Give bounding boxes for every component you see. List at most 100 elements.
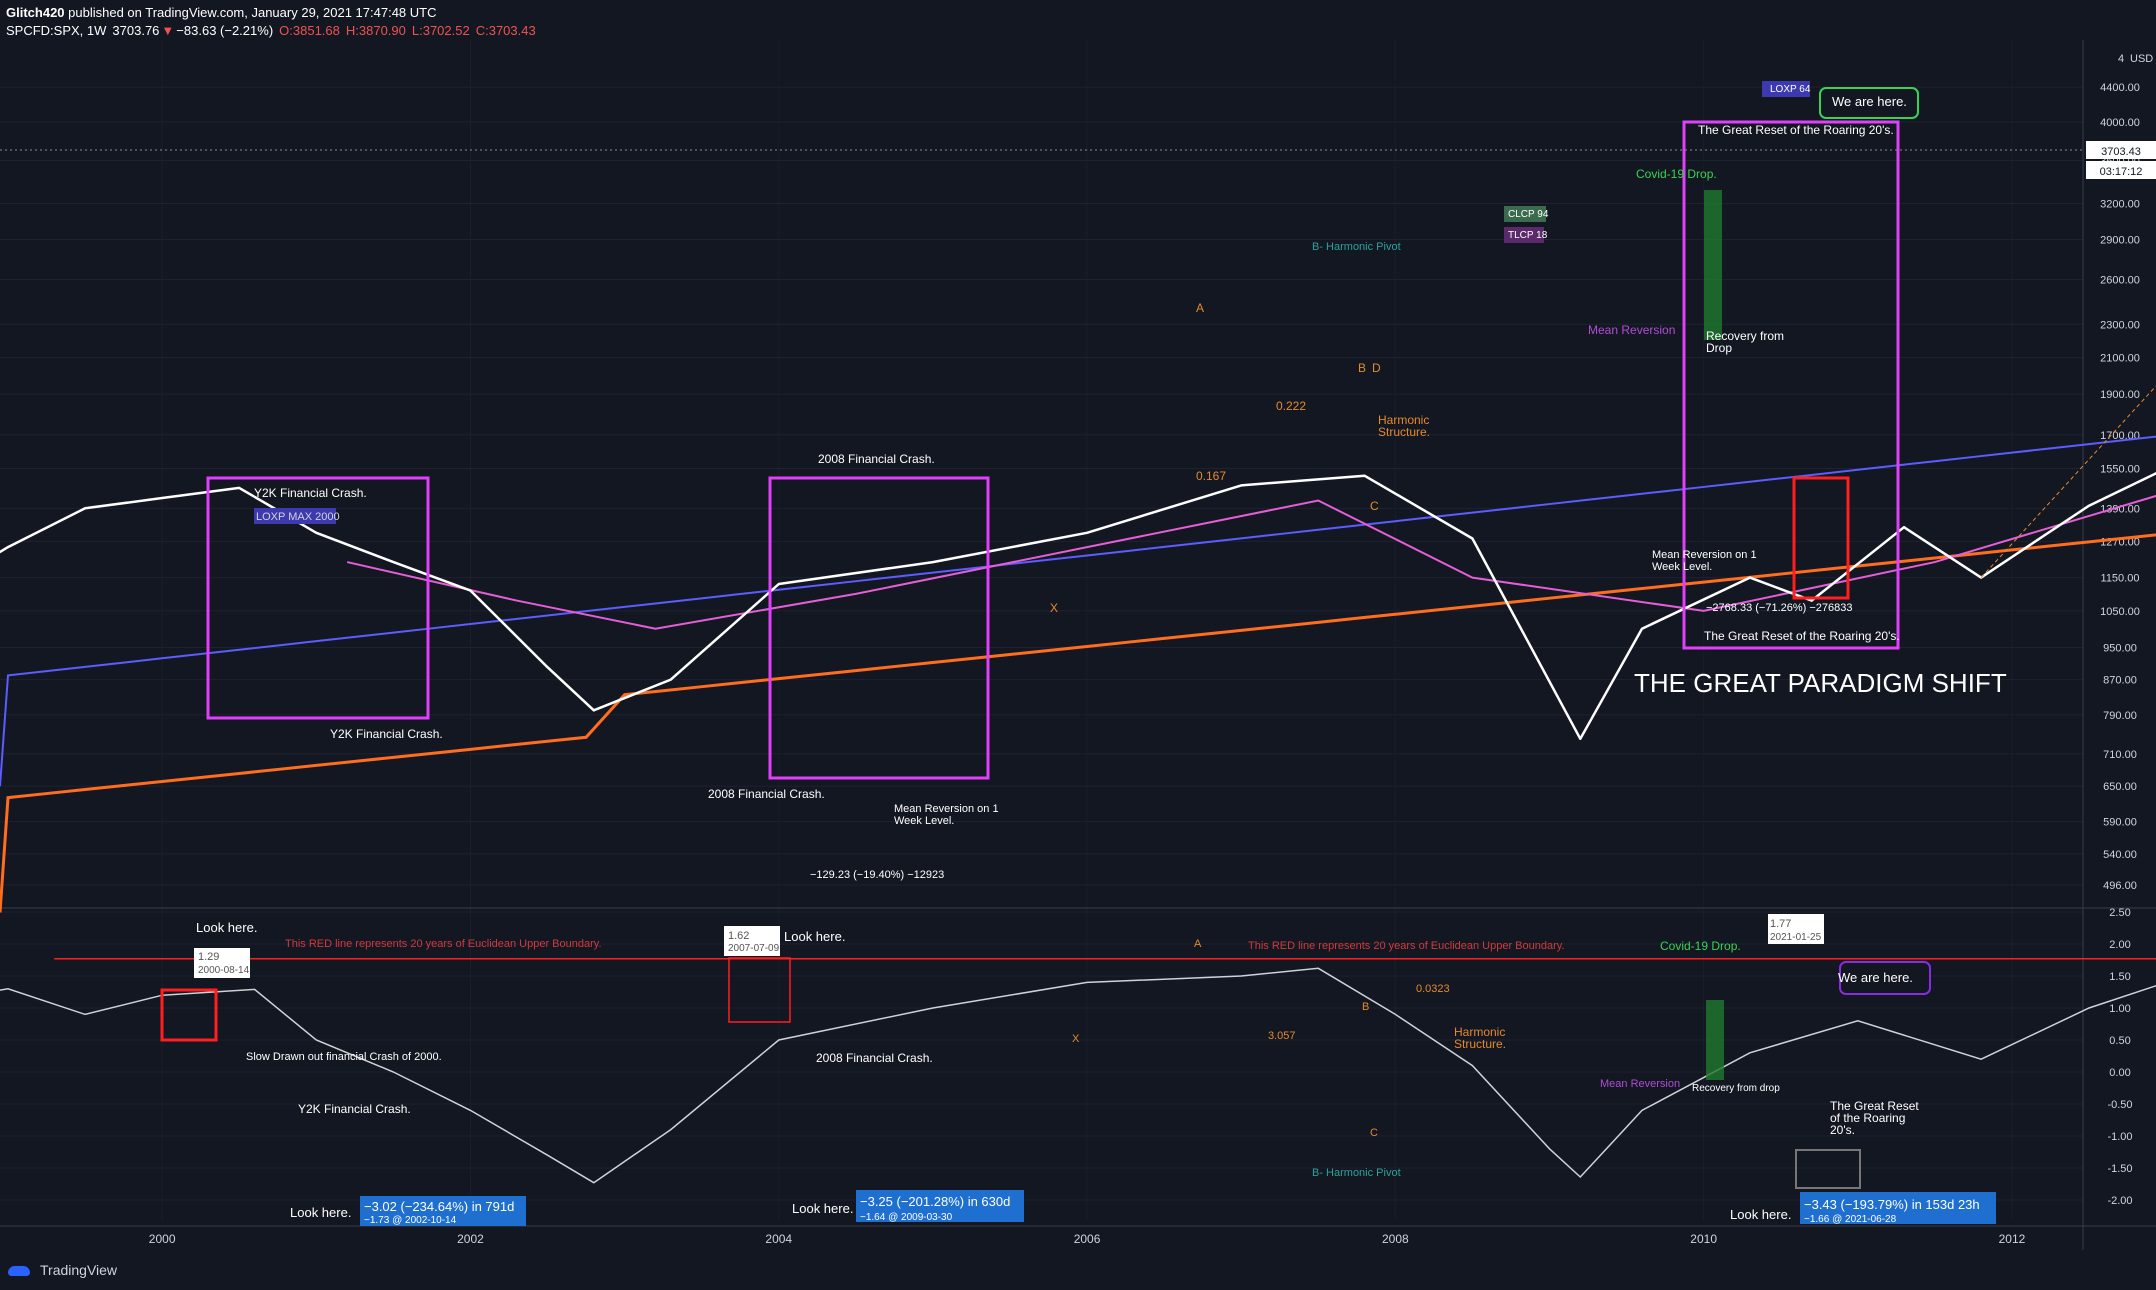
x-tick-label: 2010 <box>1690 1232 1717 1246</box>
main-annotation: A <box>1196 301 1204 315</box>
x-tick-label: 2004 <box>765 1232 792 1246</box>
osc-annotation: A <box>1194 938 1202 950</box>
osc-annotation: Covid-19 Drop. <box>1660 939 1741 953</box>
y-tick-label: 790.00 <box>2103 710 2137 722</box>
x-tick-label: 2002 <box>457 1232 484 1246</box>
osc-covid-drop-band <box>1706 1000 1724 1080</box>
main-annotation: The Great Reset of the Roaring 20's. <box>1698 123 1894 137</box>
y-tick-label: 650.00 <box>2103 781 2137 793</box>
osc-we-are-here-chip <box>1839 961 1931 995</box>
osc-value-chip-2 <box>724 926 780 956</box>
osc-stat-chip-1 <box>360 1196 526 1226</box>
osc-2000-box <box>160 988 218 1042</box>
orange-moving-average <box>0 533 2156 913</box>
x-tick-label: 2000 <box>149 1232 176 1246</box>
loxp-max-chip <box>254 508 336 524</box>
last-price: 3703.76 <box>112 23 160 38</box>
main-annotation: Harmonic <box>1378 413 1429 427</box>
osc-annotation: C <box>1370 1127 1378 1139</box>
osc-annotation: 2000-08-14 <box>198 965 250 976</box>
loxp-chip <box>1762 81 1810 97</box>
main-annotation: X <box>1050 601 1058 615</box>
osc-y-tick-label: 1.50 <box>2109 971 2130 983</box>
osc-annotation: The Great Reset <box>1830 1099 1919 1113</box>
footer: TradingView <box>8 1262 117 1278</box>
y-tick-label: 3200.00 <box>2100 199 2140 211</box>
main-annotation: B- Harmonic Pivot <box>1312 241 1401 253</box>
crash-2008-box <box>768 476 990 780</box>
brand-name[interactable]: TradingView <box>40 1262 118 1278</box>
osc-y-tick-label: 0.00 <box>2109 1067 2130 1079</box>
osc-annotation: −3.02 (−234.64%) in 791d <box>364 1199 514 1214</box>
currency-label: USD <box>2130 53 2153 65</box>
y-top-label: 4 <box>2118 53 2124 65</box>
osc-annotation: Slow Drawn out financial Crash of 2000. <box>246 1051 442 1063</box>
osc-value-chip-1 <box>194 948 250 978</box>
main-panel-bg <box>0 40 2083 908</box>
osc-annotation: 20's. <box>1830 1123 1855 1137</box>
main-annotation: Week Level. <box>894 815 954 827</box>
osc-annotation: 2008 Financial Crash. <box>816 1051 933 1065</box>
price-badge: 3703.43 <box>2101 146 2141 158</box>
osc-annotation: This RED line represents 20 years of Euc… <box>285 938 602 950</box>
main-annotation: 0.167 <box>1196 469 1226 483</box>
osc-stat-chip-3 <box>1800 1192 1996 1224</box>
osc-annotation: Look here. <box>290 1205 351 1220</box>
main-annotation: D <box>1372 361 1381 375</box>
main-annotation: Mean Reversion on 1 <box>894 803 999 815</box>
y-tick-label: 950.00 <box>2103 642 2137 654</box>
osc-y-tick-label: -1.00 <box>2107 1131 2132 1143</box>
x-tick-label: 2012 <box>1999 1232 2026 1246</box>
clcp-chip <box>1504 206 1546 222</box>
osc-annotation: Structure. <box>1454 1037 1506 1051</box>
published-text: published on TradingView.com, January 29… <box>68 5 437 20</box>
time-badge: 03:17:12 <box>2100 166 2143 178</box>
main-annotation: Y2K Financial Crash. <box>330 727 443 741</box>
projected-low-box <box>1792 476 1850 600</box>
osc-annotation: This RED line represents 20 years of Euc… <box>1248 940 1565 952</box>
author-name[interactable]: Glitch420 <box>6 5 65 20</box>
main-annotation: C <box>1370 499 1379 513</box>
main-annotation: THE GREAT PARADIGM SHIFT <box>1634 668 2007 698</box>
oscillator-line <box>0 967 2156 1184</box>
osc-2007-box <box>728 957 791 1023</box>
y-tick-label: 2100.00 <box>2100 353 2140 365</box>
y-tick-label: 4000.00 <box>2100 117 2140 129</box>
y-tick-label: 2600.00 <box>2100 274 2140 286</box>
mean-reversion-line <box>346 494 2156 630</box>
osc-annotation: 1.29 <box>198 951 219 963</box>
price-badge-bg <box>2086 141 2156 159</box>
down-arrow-icon: ▼ <box>161 23 175 38</box>
tradingview-logo-icon[interactable] <box>8 1262 34 1278</box>
osc-annotation: −3.43 (−193.79%) in 153d 23h <box>1804 1197 1980 1212</box>
osc-annotation: Harmonic <box>1454 1025 1505 1039</box>
y-tick-label: 1390.00 <box>2100 503 2140 515</box>
chart-header: Glitch420 published on TradingView.com, … <box>6 4 542 40</box>
we-are-here-chip <box>1819 87 1919 119</box>
symbol-label[interactable]: SPCFD:SPX, 1W <box>6 23 107 38</box>
main-annotation: 0.222 <box>1276 399 1306 413</box>
osc-annotation: Recovery from drop <box>1692 1083 1780 1094</box>
x-tick-label: 2006 <box>1074 1232 1101 1246</box>
main-annotation: Drop <box>1706 341 1732 355</box>
chart-canvas[interactable]: 4400.004000.003600.003200.002900.002600.… <box>0 0 2156 1250</box>
purple-moving-average <box>0 435 2156 787</box>
osc-annotation: We are here. <box>1838 970 1913 985</box>
osc-annotation: −3.25 (−201.28%) in 630d <box>860 1194 1010 1209</box>
ohlc-line: SPCFD:SPX, 1W 3703.76 ▼ −83.63 (−2.21%) O:38… <box>6 22 542 40</box>
osc-annotation: Look here. <box>784 929 845 944</box>
osc-annotation: B <box>1362 1001 1369 1013</box>
main-annotation: CLCP 94 <box>1508 209 1549 220</box>
y-tick-label: 1150.00 <box>2101 573 2140 585</box>
y-tick-label: 1900.00 <box>2100 389 2140 401</box>
covid-drop-band <box>1704 190 1722 340</box>
osc-annotation: Mean Reversion <box>1600 1078 1680 1090</box>
osc-y-tick-label: -1.50 <box>2107 1163 2132 1175</box>
osc-annotation: Y2K Financial Crash. <box>298 1102 411 1116</box>
y-tick-label: 496.00 <box>2103 880 2137 892</box>
osc-annotation: −1.73 @ 2002-10-14 <box>364 1215 457 1226</box>
main-annotation: Mean Reversion <box>1588 323 1675 337</box>
close-value: C:3703.43 <box>475 23 536 38</box>
y-tick-label: 590.00 <box>2103 817 2137 829</box>
main-annotation: Covid-19 Drop. <box>1636 167 1717 181</box>
